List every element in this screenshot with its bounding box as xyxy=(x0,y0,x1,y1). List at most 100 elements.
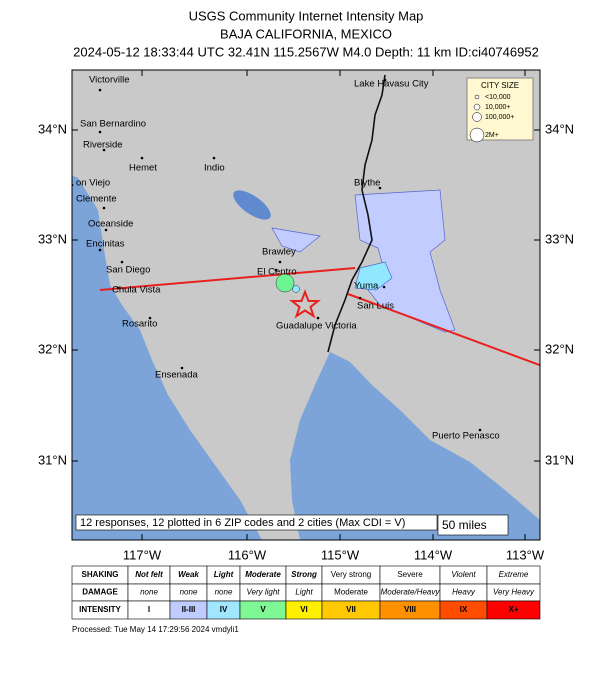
city-dot xyxy=(278,260,282,264)
scale-label: 50 miles xyxy=(442,518,487,532)
city-dot xyxy=(98,130,102,134)
city-dot xyxy=(98,88,102,92)
latitude-label: 33°N xyxy=(38,231,67,246)
city-dot xyxy=(116,286,120,290)
pacific-ocean xyxy=(72,175,262,540)
legend-symbol xyxy=(469,127,485,143)
table-text: VII xyxy=(346,605,356,614)
city-label: Riverside xyxy=(83,140,123,151)
table-text: VI xyxy=(300,605,308,614)
table-text: Heavy xyxy=(452,588,476,597)
cdi-city xyxy=(292,285,300,293)
city-dot xyxy=(104,228,108,232)
longitude-label: 115°W xyxy=(321,547,360,562)
cdi-city xyxy=(275,273,295,293)
city-dot xyxy=(383,78,387,82)
table-text: Very light xyxy=(246,588,280,597)
table-text: none xyxy=(215,588,233,597)
city-label: Victorville xyxy=(89,75,129,86)
city-label: Guadalupe Victoria xyxy=(276,321,357,332)
city-dot xyxy=(148,316,152,320)
cdi-area xyxy=(354,261,393,291)
city-label: Yuma xyxy=(354,281,379,292)
subtitle: BAJA CALIFORNIA, MEXICO xyxy=(220,26,392,41)
latitude-label: 32°N xyxy=(38,341,67,356)
colorado-river xyxy=(327,74,386,353)
table-text: Light xyxy=(295,588,313,597)
table-text: Very strong xyxy=(331,570,371,579)
table-text: Light xyxy=(214,570,234,579)
table-text: II-III xyxy=(182,605,196,614)
city-dot xyxy=(120,260,124,264)
city-label: Rosarito xyxy=(122,319,157,330)
table-text: Violent xyxy=(451,570,476,579)
city-label: Chula Vista xyxy=(112,285,161,296)
city-dot xyxy=(378,186,382,190)
city-label: Lake Havasu City xyxy=(354,79,429,90)
legend-symbol xyxy=(473,103,481,111)
table-text: none xyxy=(140,588,158,597)
city-label: Ensenada xyxy=(155,370,199,381)
table-text: Weak xyxy=(178,570,199,579)
table-text: Moderate xyxy=(245,570,281,579)
table-text: V xyxy=(260,605,266,614)
map-frame xyxy=(71,69,541,541)
city-dot xyxy=(274,268,278,272)
city-label: Oceanside xyxy=(88,219,133,230)
row-label: SHAKING xyxy=(82,570,119,579)
city-label: Clemente xyxy=(76,194,117,205)
row-label: INTENSITY xyxy=(79,605,121,614)
city-label: Brawley xyxy=(262,247,296,258)
footer: Processed: Tue May 14 17:29:56 2024 vmdy… xyxy=(72,625,239,634)
city-label: El Centro xyxy=(257,267,297,278)
table-text: IX xyxy=(460,605,468,614)
map: Victorville San Bernardino Riverside Hemet I… xyxy=(72,70,540,540)
city-label: Puerto Penasco xyxy=(432,431,500,442)
table-text: Moderate xyxy=(334,588,368,597)
table-text: Not felt xyxy=(135,570,163,579)
latitude-label: 34°N xyxy=(38,121,67,136)
summary-box xyxy=(75,514,438,531)
city-dot xyxy=(102,148,106,152)
city-dot xyxy=(212,156,216,160)
title: USGS Community Internet Intensity Map xyxy=(189,8,424,23)
table-text: Moderate/Heavy xyxy=(381,588,441,597)
city-label: Indio xyxy=(204,163,225,174)
legend-symbol xyxy=(474,94,480,100)
city-dot xyxy=(478,428,482,432)
city-label: Blythe xyxy=(354,178,380,189)
fault-line xyxy=(99,267,356,291)
city-label: San Luis xyxy=(357,301,394,312)
city-dot xyxy=(102,206,106,210)
city-label: San Bernardino xyxy=(80,119,146,130)
legend-label: 100,000+ xyxy=(485,114,514,121)
legend-symbol xyxy=(472,112,482,122)
gulf-of-california xyxy=(290,352,540,540)
table-text: VIII xyxy=(404,605,416,614)
cdi-area xyxy=(271,227,321,253)
table-text: I xyxy=(148,605,150,614)
cdi-area xyxy=(354,189,456,333)
city-dot xyxy=(98,248,102,252)
fault-line xyxy=(347,293,540,367)
legend-label: <10,000 xyxy=(485,94,511,101)
summary: 12 responses, 12 plotted in 6 ZIP codes … xyxy=(80,517,405,529)
city-label: on Viejo xyxy=(76,178,110,189)
legend-label: 10,000+ xyxy=(485,104,511,111)
city-dot xyxy=(180,366,184,370)
latitude-label: 32°N xyxy=(545,341,574,356)
table-text: Strong xyxy=(291,570,317,579)
longitude-label: 116°W xyxy=(228,547,267,562)
latitude-label: 34°N xyxy=(545,121,574,136)
table-text: IV xyxy=(220,605,228,614)
city-dot xyxy=(382,285,386,289)
table-cell xyxy=(486,600,541,620)
latitude-label: 33°N xyxy=(545,231,574,246)
city-dot xyxy=(140,156,144,160)
city-label: Encinitas xyxy=(86,239,125,250)
legend-title: CITY SIZE xyxy=(481,81,519,90)
row-label: DAMAGE xyxy=(82,588,118,597)
latitude-label: 31°N xyxy=(38,452,67,467)
table-text: none xyxy=(180,588,198,597)
